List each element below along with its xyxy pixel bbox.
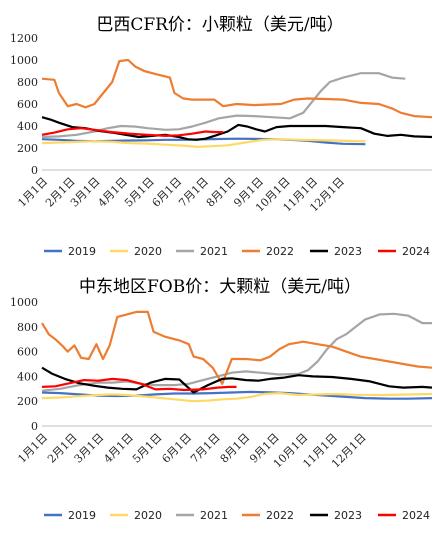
legend-label-2021: 2021 xyxy=(200,245,228,258)
legend-label-2021: 2021 xyxy=(200,509,228,522)
legend-label-2023: 2023 xyxy=(334,509,362,522)
y-tick-label: 400 xyxy=(17,370,38,383)
series-line-2024 xyxy=(41,377,237,392)
legend-label-2019: 2019 xyxy=(68,245,96,258)
legend-label-2022: 2022 xyxy=(266,245,294,258)
series-line-2022 xyxy=(41,310,433,385)
x-tick-label: 8月1日 xyxy=(204,175,239,210)
chart-brazil-cfr: 巴西CFR价：小颗粒（美元/吨） 0 200 400 600 800 1000 1200 1月1… xyxy=(10,15,433,258)
x-tick-label: 6月1日 xyxy=(159,431,194,466)
series-line-2020 xyxy=(41,138,366,148)
y-tick-label: 800 xyxy=(17,321,38,334)
chart-title: 中东地区FOB价：大颗粒（美元/吨） xyxy=(79,277,361,297)
x-tick-label: 5月1日 xyxy=(122,175,157,210)
y-tick-label: 400 xyxy=(17,120,38,133)
y-tick-label: 600 xyxy=(17,346,38,359)
series-line-2021 xyxy=(41,312,432,392)
chart-title: 巴西CFR价：小颗粒（美元/吨） xyxy=(96,15,343,35)
series-line-2022 xyxy=(41,58,433,119)
x-tick-label: 4月1日 xyxy=(101,431,136,466)
y-tick-label: 1000 xyxy=(10,54,38,67)
y-tick-label: 1000 xyxy=(10,296,38,309)
x-tick-label: 7月1日 xyxy=(176,175,211,210)
x-tick-label: 8月1日 xyxy=(218,431,253,466)
x-tick-label: 7月1日 xyxy=(188,431,223,466)
legend-label-2019: 2019 xyxy=(68,509,96,522)
y-tick-label: 200 xyxy=(17,142,38,155)
x-tick-label: 1月1日 xyxy=(15,175,50,210)
y-tick-label: 0 xyxy=(31,164,38,177)
x-tick-label: 5月1日 xyxy=(130,431,165,466)
y-tick-label: 1200 xyxy=(10,32,38,45)
legend-label-2020: 2020 xyxy=(134,245,162,258)
y-tick-label: 600 xyxy=(17,98,38,111)
series-line-2020 xyxy=(41,392,433,403)
legend-label-2024: 2024 xyxy=(402,509,430,522)
y-tick-label: 800 xyxy=(17,76,38,89)
legend-label-2023: 2023 xyxy=(334,245,362,258)
series-line-2023 xyxy=(41,116,433,141)
legend-label-2024: 2024 xyxy=(402,245,430,258)
series-line-2021 xyxy=(41,72,406,139)
series-line-2024 xyxy=(41,127,224,137)
y-tick-label: 200 xyxy=(17,395,38,408)
x-tick-label: 3月1日 xyxy=(72,431,107,466)
legend-label-2020: 2020 xyxy=(134,509,162,522)
y-tick-label: 0 xyxy=(31,420,38,433)
chart-middle-east-fob: 中东地区FOB价：大颗粒（美元/吨） 0 200 400 600 800 1000 1月1日 2… xyxy=(10,277,433,522)
x-tick-label: 1月1日 xyxy=(15,431,50,466)
series-line-2023 xyxy=(41,366,433,394)
legend-label-2022: 2022 xyxy=(266,509,294,522)
